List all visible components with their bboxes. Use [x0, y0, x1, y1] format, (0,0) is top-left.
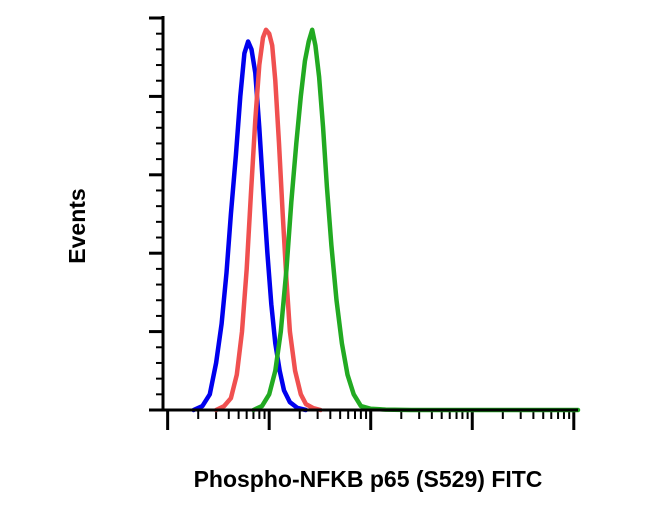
x-axis-title: Phospho-NFKB p65 (S529) FITC	[194, 466, 543, 492]
series-line-1	[213, 27, 323, 413]
axis-ticks	[149, 16, 576, 430]
y-axis-title: Events	[64, 188, 90, 263]
series-layer	[191, 27, 581, 413]
series-line-2	[251, 27, 581, 413]
series-line-0	[191, 39, 309, 413]
